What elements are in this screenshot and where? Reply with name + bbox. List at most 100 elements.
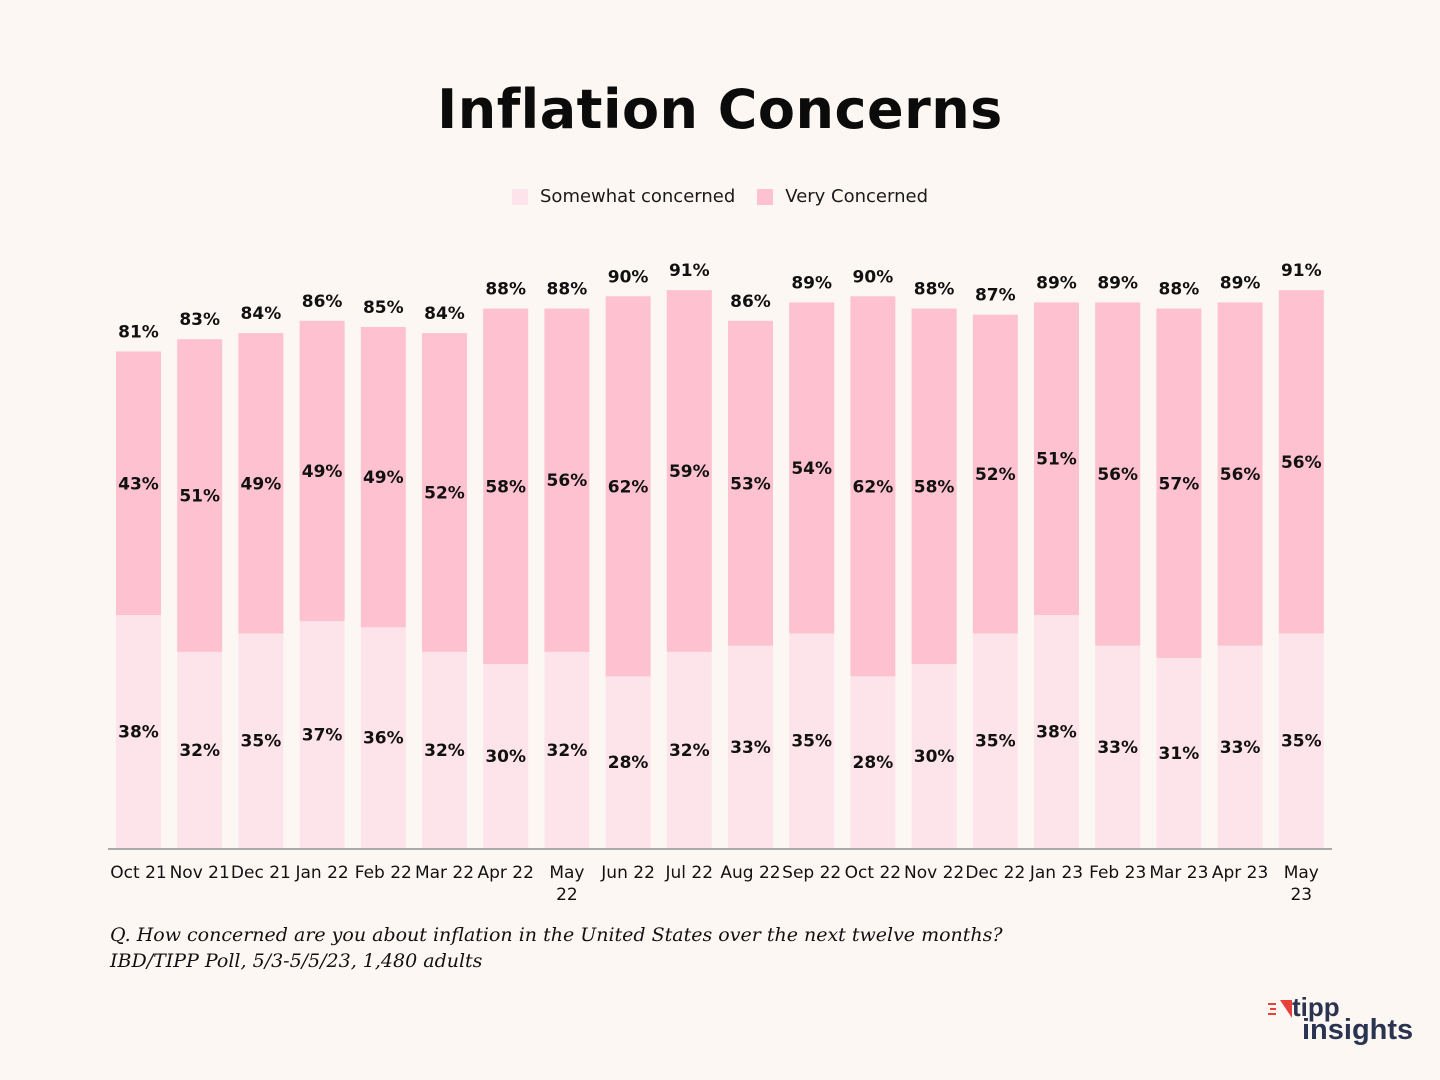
label-very-17: 57% — [1159, 474, 1200, 494]
label-total-7: 88% — [547, 280, 588, 300]
x-tick-label-line2-19: 23 — [1290, 885, 1312, 905]
logo-tipp: tipp — [1292, 992, 1340, 1022]
label-total-8: 90% — [608, 267, 649, 287]
label-somewhat-11: 35% — [791, 732, 832, 752]
bar-somewhat-18 — [1217, 645, 1263, 848]
label-somewhat-19: 35% — [1281, 732, 1322, 752]
label-very-7: 56% — [547, 471, 588, 491]
legend-item-very: Very Concerned — [757, 186, 928, 207]
bar-very-17 — [1156, 308, 1202, 658]
bar-somewhat-8 — [605, 676, 651, 848]
bar-very-0 — [116, 351, 161, 616]
x-tick-label-6: Apr 22 — [477, 863, 533, 883]
bar-very-12 — [850, 296, 896, 677]
label-very-12: 62% — [853, 477, 894, 497]
label-total-1: 83% — [179, 310, 220, 330]
bar-very-2 — [238, 333, 284, 634]
label-total-5: 84% — [424, 304, 465, 324]
bar-somewhat-15 — [1034, 615, 1079, 848]
label-somewhat-3: 37% — [302, 726, 343, 746]
label-total-4: 85% — [363, 298, 404, 318]
label-somewhat-12: 28% — [853, 753, 894, 773]
chart-title: Inflation Concerns — [437, 78, 1003, 141]
label-somewhat-14: 35% — [975, 732, 1016, 752]
bar-very-1 — [177, 339, 223, 652]
bar-very-6 — [483, 308, 529, 665]
label-total-17: 88% — [1159, 280, 1200, 300]
label-total-11: 89% — [791, 273, 832, 293]
label-very-8: 62% — [608, 477, 649, 497]
legend-item-somewhat: Somewhat concerned — [512, 186, 735, 207]
label-total-12: 90% — [853, 267, 894, 287]
label-somewhat-13: 30% — [914, 747, 955, 767]
logo-mark-icon — [1268, 1000, 1292, 1018]
legend-swatch-very — [757, 188, 774, 205]
bar-somewhat-13 — [911, 664, 957, 848]
label-somewhat-9: 32% — [669, 741, 710, 761]
label-very-19: 56% — [1281, 453, 1322, 473]
label-total-9: 91% — [669, 261, 710, 281]
bar-very-7 — [544, 308, 590, 652]
bar-very-3 — [299, 320, 345, 622]
legend-swatch-somewhat — [512, 188, 528, 205]
label-total-10: 86% — [730, 292, 771, 312]
x-tick-label-8: Jun 22 — [600, 863, 655, 883]
bar-very-5 — [422, 333, 467, 652]
bar-somewhat-11 — [789, 633, 835, 848]
bar-somewhat-0 — [116, 615, 161, 848]
label-very-14: 52% — [975, 465, 1016, 485]
label-total-19: 91% — [1281, 261, 1322, 281]
label-somewhat-6: 30% — [485, 747, 526, 767]
label-total-2: 84% — [241, 304, 282, 324]
x-tick-label-5: Mar 22 — [415, 863, 474, 883]
bar-somewhat-6 — [483, 664, 529, 848]
x-tick-label-18: Apr 23 — [1212, 863, 1268, 883]
bar-somewhat-4 — [360, 627, 406, 848]
x-tick-label-11: Sep 22 — [782, 863, 841, 883]
logo-insights: insights — [1302, 1014, 1414, 1046]
footnote: Q. How concerned are you about inflation… — [110, 922, 1003, 974]
bar-somewhat-7 — [544, 651, 590, 848]
bar-very-13 — [911, 308, 957, 665]
bar-very-4 — [360, 326, 406, 628]
x-tick-label-line2-7: 22 — [556, 885, 578, 905]
footnote-question: Q. How concerned are you about inflation… — [110, 924, 1003, 946]
label-very-2: 49% — [241, 474, 282, 494]
bar-very-16 — [1095, 302, 1141, 646]
label-very-4: 49% — [363, 468, 404, 488]
chart-legend: Somewhat concerned Very Concerned — [0, 186, 1440, 207]
label-somewhat-0: 38% — [118, 723, 159, 743]
bar-very-10 — [728, 320, 773, 646]
footnote-source: IBD/TIPP Poll, 5/3-5/5/23, 1,480 adults — [110, 950, 483, 972]
label-very-6: 58% — [485, 477, 526, 497]
bar-somewhat-3 — [299, 621, 345, 848]
bar-very-19 — [1278, 290, 1324, 634]
label-somewhat-5: 32% — [424, 741, 465, 761]
label-somewhat-10: 33% — [730, 738, 771, 758]
bar-somewhat-5 — [422, 651, 467, 848]
x-tick-label-0: Oct 21 — [110, 863, 166, 883]
label-somewhat-1: 32% — [179, 741, 220, 761]
label-total-3: 86% — [302, 292, 343, 312]
x-tick-label-12: Oct 22 — [845, 863, 901, 883]
x-tick-label-15: Jan 23 — [1029, 863, 1083, 883]
label-total-16: 89% — [1097, 273, 1138, 293]
bar-very-8 — [605, 296, 651, 677]
label-total-18: 89% — [1220, 273, 1261, 293]
x-tick-label-19: May — [1284, 863, 1319, 883]
bar-somewhat-1 — [177, 651, 223, 848]
label-somewhat-7: 32% — [547, 741, 588, 761]
label-very-15: 51% — [1036, 450, 1077, 470]
x-tick-label-2: Dec 21 — [231, 863, 291, 883]
label-somewhat-2: 35% — [241, 732, 282, 752]
bar-somewhat-2 — [238, 633, 284, 848]
label-very-5: 52% — [424, 483, 465, 503]
label-somewhat-16: 33% — [1097, 738, 1138, 758]
legend-label-somewhat: Somewhat concerned — [540, 186, 736, 207]
label-somewhat-18: 33% — [1220, 738, 1261, 758]
label-total-15: 89% — [1036, 273, 1077, 293]
x-tick-label-10: Aug 22 — [720, 863, 780, 883]
bar-very-9 — [666, 290, 712, 652]
label-somewhat-15: 38% — [1036, 723, 1077, 743]
